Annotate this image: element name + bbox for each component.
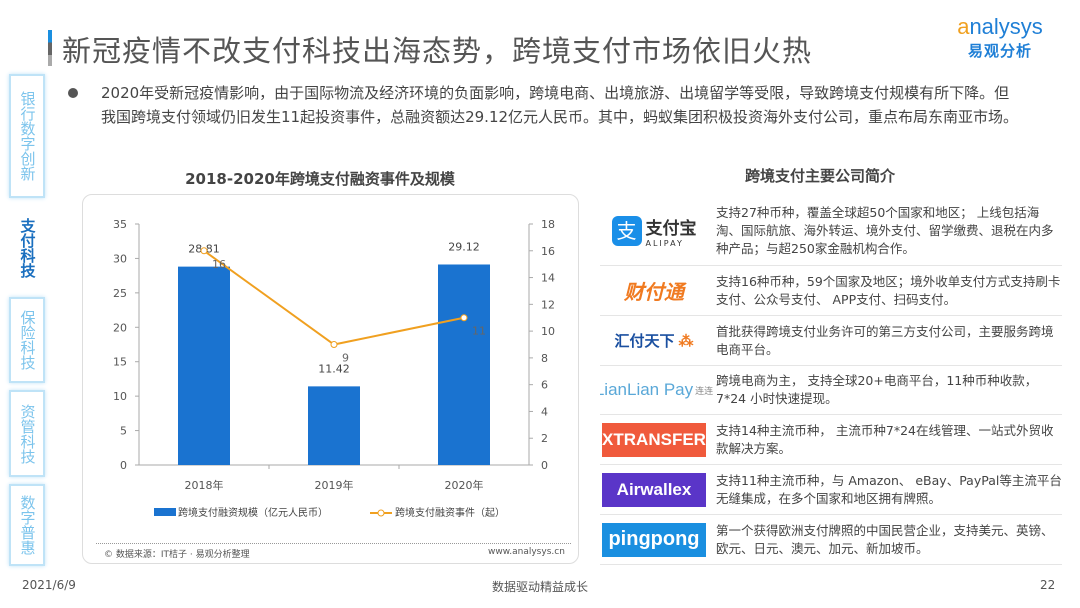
lianlian-logo: LianLian Pay 连连 [600,366,713,414]
right-tick-label: 8 [541,352,548,365]
page-title: 新冠疫情不改支付科技出海态势，跨境支付市场依旧火热 [62,34,813,68]
chart-site: www.analysys.cn [488,547,565,557]
logo-cn: 易观分析 [967,42,1032,60]
logo-sub: 连连 [695,385,714,396]
left-tick-label: 0 [120,459,127,472]
x-tick-label: 2020年 [445,478,484,492]
company-desc: 支持11种主流币种，与 Amazon、 eBay、PayPal等主流平台无缝集成… [716,472,1062,506]
logo-en: analysys [957,14,1043,39]
right-tick-label: 6 [541,379,548,392]
left-tick-label: 35 [113,218,127,231]
sidebar-item-label: 支付科技 [18,218,37,278]
footer-date: 2021/6/9 [22,578,76,592]
airwallex-logo: Airwallex [602,472,706,507]
chart-title: 2018-2020年跨境支付融资事件及规模 [185,170,455,188]
left-tick-label: 30 [113,252,127,265]
xtransfer-logo: XTRANSFER [602,422,706,457]
company-desc: 第一个获得欧洲支付牌照的中国民营企业，支持美元、英镑、欧元、日元、澳元、加元、新… [716,522,1054,556]
right-tick-label: 10 [541,325,555,338]
left-tick-label: 15 [113,356,127,369]
company-desc: 支持16种币种，59个国家及地区；境外收单支付方式支持刷卡支付、公众号支付、 A… [716,273,1061,307]
bar [178,266,230,465]
bar-data-label: 29.12 [448,240,480,253]
logo-text: 支付宝 [645,218,697,239]
tenpay-logo: 财付通 [624,282,684,304]
right-tick-label: 16 [541,245,555,258]
right-tick-label: 18 [541,218,555,231]
analysys-logo: analysys 易观分析 [945,14,1055,61]
right-tick-label: 4 [541,405,548,418]
company-desc: 支持14种主流币种， 主流币种7*24在线管理、一站式外贸收款解决方案。 [716,422,1054,456]
intro-text: 2020年受新冠疫情影响，由于国际物流及经济环境的负面影响，跨境电商、出境旅游、… [101,84,1019,126]
right-tick-label: 2 [541,432,548,445]
bar [308,386,360,465]
x-tick-label: 2018年 [185,478,224,492]
bar-data-label: 11.42 [318,362,350,375]
sidebar-item-label: 数字普惠 [18,495,37,555]
company-row-pingpong: pingpong 第一个获得欧洲支付牌照的中国民营企业，支持美元、英镑、欧元、日… [600,515,1062,565]
line-data-label: 9 [342,352,349,365]
bar [438,264,490,465]
title-accent-bar [48,30,52,66]
x-tick-label: 2019年 [315,478,354,492]
company-desc: 首批获得跨境支付业务许可的第三方支付公司，主要服务跨境电商平台。 [716,323,1054,357]
sidebar-item-insurance[interactable]: 保险科技 [9,297,45,383]
bullet-icon [68,88,78,98]
sidebar-item-inclusive[interactable]: 数字普惠 [9,484,45,566]
left-tick-label: 5 [120,425,127,438]
dots-icon: ⁂ [678,332,694,350]
left-tick-label: 20 [113,321,127,334]
footer-slogan: 数据驱动精益成长 [491,580,588,594]
sidebar-item-payment[interactable]: 支付科技 [9,205,45,291]
line-series [203,249,465,346]
left-tick-label: 10 [113,390,127,403]
chart-panel [82,194,579,564]
company-row-airwallex: Airwallex 支持11种主流币种，与 Amazon、 eBay、PayPa… [600,465,1062,515]
legend-bar-swatch [154,508,176,516]
line-point [200,247,208,255]
legend-bar-label: 跨境支付融资规模（亿元人民币） [178,506,328,519]
line-data-label: 16 [212,258,226,271]
line-point [330,341,338,348]
sidebar-item-bank[interactable]: 银行数字创新 [9,74,45,198]
sidebar-item-label: 资管科技 [18,403,37,464]
company-row-xtransfer: XTRANSFER 支持14种主流币种， 主流币种7*24在线管理、一站式外贸收… [600,415,1062,465]
sidebar-item-label: 保险科技 [18,310,37,370]
company-row-alipay: 支 支付宝 ALIPAY 支持27种币种，覆盖全球超50个国家和地区； 上线包括海… [600,196,1062,266]
legend-line-label: 跨境支付融资事件（起） [395,506,505,519]
companies-title: 跨境支付主要公司简介 [744,167,895,185]
right-tick-label: 12 [541,298,555,311]
right-tick-label: 0 [541,459,548,472]
left-tick-label: 25 [113,287,127,300]
logo-sub: ALIPAY [645,238,684,248]
sidebar-item-asset[interactable]: 资管科技 [9,390,45,477]
page-number: 22 [1040,578,1056,592]
logo-text: 汇付天下 [614,333,675,350]
legend-line-marker [377,509,385,517]
line-data-label: 11 [472,325,486,338]
chart-source: © 数据来源：IT桔子 · 易观分析整理 [104,550,250,560]
logo-text: LianLian Pay [600,380,694,399]
divider [96,543,571,544]
company-row-tenpay: 财付通 支持16种币种，59个国家及地区；境外收单支付方式支持刷卡支付、公众号支… [600,266,1062,316]
right-tick-label: 14 [541,272,555,285]
pingpong-logo: pingpong [602,522,706,557]
line-point [460,314,468,322]
sidebar-item-label: 银行数字创新 [18,91,37,181]
company-desc: 跨境电商为主， 支持全球20+电商平台，11种币种收款，7*24 小时快速提现。 [716,373,1038,406]
company-row-chinapnr: 汇付天下 ⁂ 首批获得跨境支付业务许可的第三方支付公司，主要服务跨境电商平台。 [600,316,1062,366]
alipay-logo: 支 支付宝 ALIPAY [600,196,708,265]
logo-text: Airwallex [616,479,692,499]
company-row-lianlian: LianLian Pay 连连 跨境电商为主， 支持全球20+电商平台，11种币种… [600,366,1062,415]
company-desc: 支持27种币种，覆盖全球超50个国家和地区； 上线包括海淘、国际航旅、海外转运、… [716,204,1054,256]
alipay-icon: 支 [611,215,642,246]
chinapnr-logo: 汇付天下 ⁂ [600,316,708,365]
